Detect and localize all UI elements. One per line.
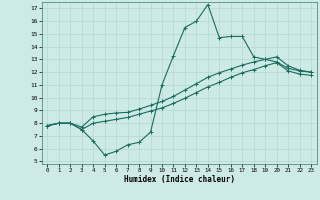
X-axis label: Humidex (Indice chaleur): Humidex (Indice chaleur) bbox=[124, 175, 235, 184]
